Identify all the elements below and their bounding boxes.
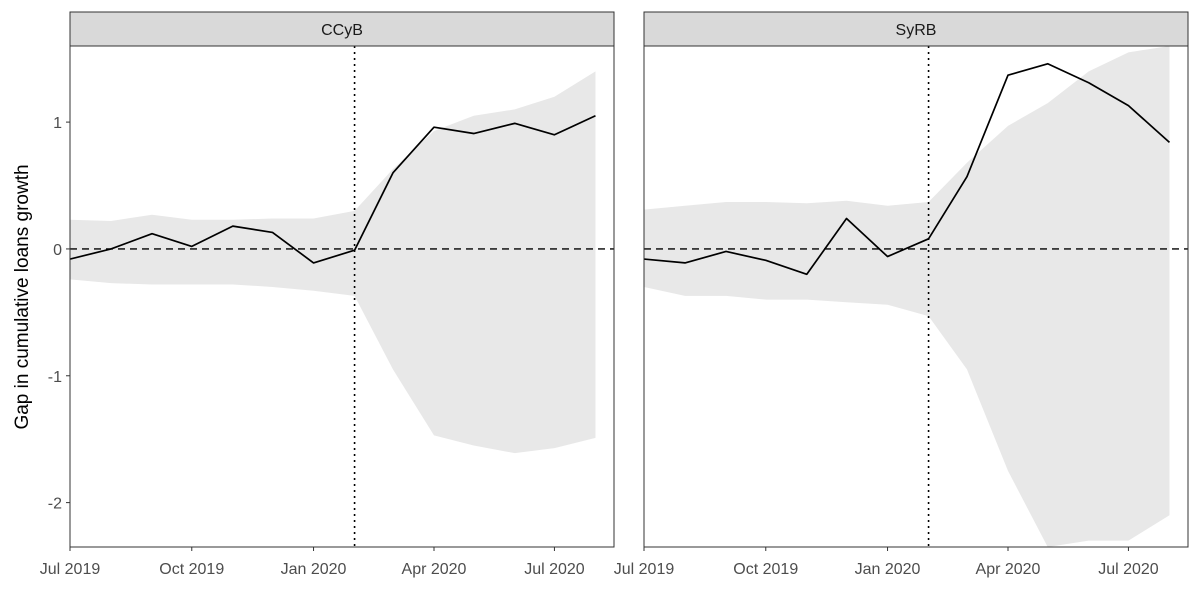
y-axis-title: Gap in cumulative loans growth (12, 164, 33, 429)
y-tick-label: 1 (53, 115, 62, 132)
facet-strip (69, 11, 615, 47)
x-tick-label: Jan 2020 (281, 561, 347, 578)
y-tick-label: -1 (48, 369, 62, 386)
y-tick-label: -2 (48, 496, 62, 513)
x-tick-label: Jan 2020 (855, 561, 921, 578)
panel-syrb: SyRB Jul 2019 Oct 2019 Jan 2020 Apr 2020 Jul … (614, 11, 1189, 578)
panel-border (69, 45, 615, 548)
x-tick-label: Jul 2020 (1098, 561, 1159, 578)
x-tick-label: Oct 2019 (733, 561, 798, 578)
series-line (644, 62, 1171, 276)
facet-strip-label: SyRB (896, 22, 937, 39)
plot-content (644, 46, 1188, 547)
panels-group: CCyB 1 0 -1 -2 Jul 2019 Oct 2019 Jan 2020 Apr 20… (40, 11, 1189, 578)
x-tick-label: Jul 2020 (524, 561, 585, 578)
x-tick-label: Apr 2020 (976, 561, 1041, 578)
x-tick-label: Jul 2019 (614, 561, 675, 578)
facet-strip (643, 11, 1189, 47)
y-tick-label: 0 (53, 242, 62, 259)
x-tick-label: Apr 2020 (402, 561, 467, 578)
panel-ccyb: CCyB 1 0 -1 -2 Jul 2019 Oct 2019 Jan 2020 Apr 20… (40, 11, 615, 578)
plot-content (70, 46, 614, 547)
x-tick-label: Oct 2019 (159, 561, 224, 578)
confidence-band (70, 71, 596, 454)
x-tick-label: Jul 2019 (40, 561, 101, 578)
panel-border (643, 45, 1189, 548)
series-line (70, 114, 596, 264)
confidence-band (644, 46, 1170, 547)
facet-strip-label: CCyB (321, 22, 363, 39)
